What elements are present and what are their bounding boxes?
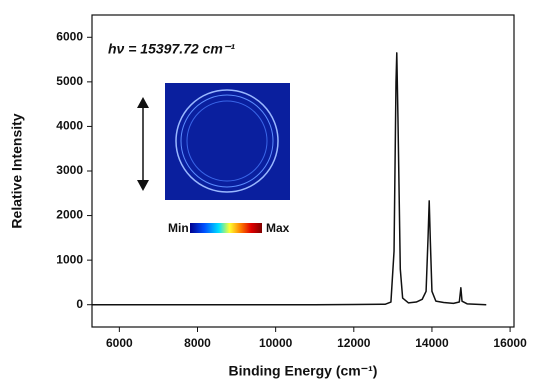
x-axis-label: Binding Energy (cm⁻¹) <box>229 363 378 379</box>
x-tick-label: 8000 <box>184 336 211 350</box>
colorbar <box>190 223 262 233</box>
y-axis-label: Relative Intensity <box>9 113 25 228</box>
x-tick-label: 6000 <box>106 336 133 350</box>
x-tick-label: 10000 <box>259 336 293 350</box>
y-tick-label: 2000 <box>56 208 83 222</box>
colorbar-min: Min <box>168 221 189 235</box>
x-tick-label: 12000 <box>337 336 371 350</box>
x-tick-label: 14000 <box>415 336 449 350</box>
colorbar-max: Max <box>266 221 290 235</box>
inset <box>137 83 290 233</box>
y-tick-label: 1000 <box>56 252 83 266</box>
y-tick-label: 0 <box>76 297 83 311</box>
plot-frame <box>92 15 514 327</box>
y-tick-label: 3000 <box>56 163 83 177</box>
annotation: hν = 15397.72 cm⁻¹ <box>108 41 235 57</box>
y-tick-label: 5000 <box>56 74 83 88</box>
chart: hν = 15397.72 cm⁻¹ Min Max Binding Energ… <box>0 0 534 383</box>
y-tick-label: 6000 <box>56 29 83 43</box>
x-tick-label: 16000 <box>493 336 527 350</box>
y-tick-label: 4000 <box>56 119 83 133</box>
